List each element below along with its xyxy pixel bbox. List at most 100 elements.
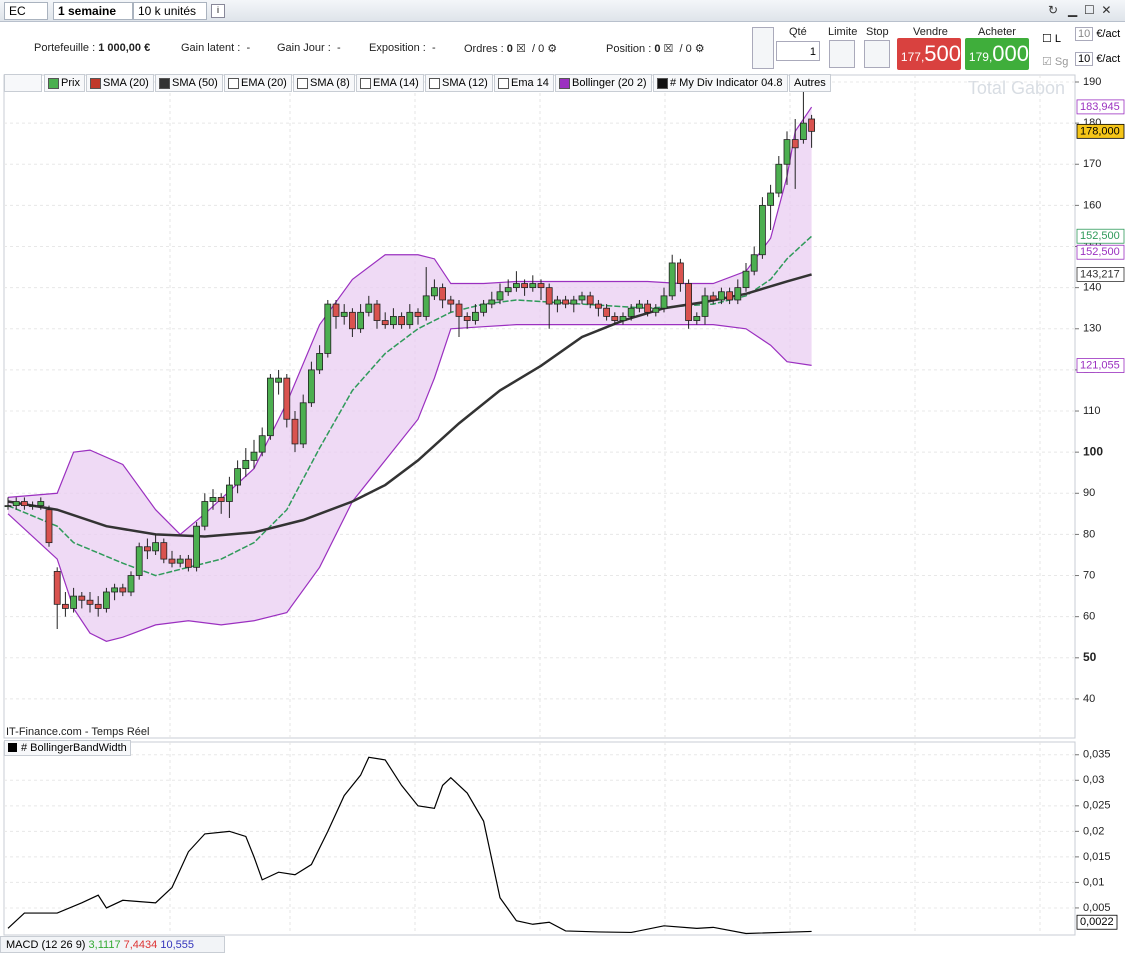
unit: €/act (1096, 28, 1121, 40)
candle-body (471, 311, 479, 321)
y-tick-label: 170 (1083, 158, 1101, 170)
stop-label: Stop (866, 26, 889, 38)
candle-body (389, 316, 397, 326)
sma20-line (7, 235, 813, 577)
price-small: 179, (968, 50, 993, 64)
legend-item[interactable]: # My Div Indicator 04.8 (653, 74, 788, 92)
candle-body (12, 501, 20, 507)
y-tick-label: 60 (1083, 611, 1095, 623)
candle-body (316, 353, 324, 371)
candle-body (62, 603, 69, 609)
y-tick-label: 0,015 (1083, 851, 1111, 863)
legend-swatch (657, 78, 668, 89)
qty-input[interactable]: 1 (776, 41, 820, 61)
candle-body (430, 287, 438, 297)
sg-check[interactable]: ☑ Sg (1042, 56, 1069, 68)
size1[interactable]: 10 €/act (1075, 27, 1121, 41)
tools-button[interactable] (752, 27, 774, 69)
legend-swatch (48, 78, 59, 89)
candle-body (20, 501, 28, 507)
legend-item[interactable]: Bollinger (20 2) (555, 74, 652, 92)
candle-body (340, 311, 348, 317)
legend-item[interactable]: Prix (44, 74, 85, 92)
legend-item[interactable]: EMA (20) (224, 74, 292, 92)
candle-body (439, 287, 447, 301)
gain-jour: Gain Jour : - (277, 42, 341, 54)
candle-body (70, 595, 77, 609)
price-marker (1076, 267, 1125, 282)
value: 0 (506, 43, 513, 55)
stop-button[interactable] (864, 40, 890, 68)
legend-item[interactable]: Ema 14 (494, 74, 554, 92)
sell-label: Vendre (913, 26, 948, 38)
legend-item[interactable]: EMA (14) (356, 74, 424, 92)
value: - (432, 42, 436, 54)
candle-body (496, 291, 504, 301)
candle-body (225, 484, 233, 502)
legend-item[interactable]: SMA (20) (86, 74, 154, 92)
value: 1 000,00 € (98, 42, 151, 54)
legend-item[interactable]: SMA (12) (425, 74, 493, 92)
value-marker-label: 0,0022 (1080, 916, 1114, 928)
candle-body (709, 295, 717, 301)
l-check[interactable]: ☐ L (1042, 33, 1062, 45)
legend-buttons[interactable] (4, 74, 42, 92)
candle-body (176, 558, 184, 564)
candle-body (447, 299, 455, 305)
y-tick-label: 140 (1083, 282, 1101, 294)
label: Gain Jour : (277, 42, 331, 54)
y-tick-label: 130 (1083, 323, 1101, 335)
candle-body (152, 542, 160, 552)
value-marker (1076, 914, 1118, 930)
legend-swatch (228, 78, 239, 89)
macd-value: 3,1117 (88, 939, 121, 951)
legend-item[interactable]: SMA (8) (293, 74, 355, 92)
price-marker (1076, 123, 1125, 139)
indicator-title: # BollingerBandWidth (21, 742, 127, 754)
candle-body (455, 303, 463, 317)
bollinger-band (8, 107, 812, 642)
candle-body (636, 303, 643, 309)
candle-body (201, 501, 209, 527)
info-button[interactable]: i (211, 4, 225, 18)
candle-body (127, 575, 135, 593)
y-tick-label: 0,035 (1083, 749, 1111, 761)
candle-body (29, 505, 37, 508)
bandwidth-line (7, 756, 812, 935)
candle-body (242, 459, 250, 470)
legend-swatch (498, 78, 509, 89)
window-controls[interactable]: ↻ ▁ ☐ ✕ (1048, 3, 1112, 17)
candle-body (537, 283, 545, 289)
candle-body (586, 295, 594, 305)
candle-body (365, 303, 373, 313)
y-tick-label: 0,01 (1083, 876, 1104, 888)
period-select[interactable]: 1 semaine (53, 2, 133, 20)
buy-button[interactable]: 179,000 (965, 38, 1029, 70)
instrument-select[interactable]: EC (4, 2, 48, 20)
indicator-legend: # BollingerBandWidth (4, 740, 131, 756)
candle-body (775, 163, 783, 194)
legend-label: EMA (20) (241, 77, 287, 89)
candle-body (398, 316, 406, 326)
candle-body (193, 525, 201, 568)
candle-body (488, 299, 496, 305)
limit-button[interactable] (829, 40, 855, 68)
portfolio: Portefeuille : 1 000,00 € (34, 42, 150, 54)
candle-body (619, 316, 627, 321)
candle-body (791, 139, 799, 149)
price-marker (1076, 228, 1125, 244)
label: Exposition : (369, 42, 426, 54)
y-tick-label: 110 (1083, 405, 1101, 417)
legend-item[interactable]: SMA (50) (155, 74, 223, 92)
candle-body (217, 496, 225, 502)
value: / 0 (679, 43, 692, 55)
value: 0 (654, 43, 661, 55)
legend-item[interactable]: Autres (789, 74, 831, 92)
size2[interactable]: 10 €/act (1075, 52, 1120, 66)
y-tick-label: 0,02 (1083, 825, 1104, 837)
candle-body (463, 316, 471, 321)
macd-value: 7,4434 (123, 939, 158, 951)
candle-body (406, 311, 414, 326)
units-select[interactable]: 10 k unités (133, 2, 207, 20)
sell-button[interactable]: 177,500 (897, 38, 961, 70)
